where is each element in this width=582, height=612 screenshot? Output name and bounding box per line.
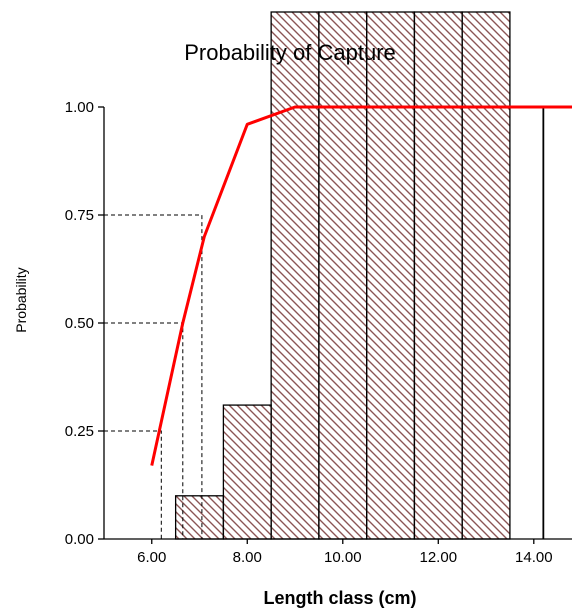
capture-probability-line-0 [150, 105, 572, 466]
y-axis-label: Probability [13, 267, 29, 332]
tick-labels-layer: 0.00 0.25 0.50 0.75 1.00 6.00 8.00 10.00 12.00 14… [65, 99, 553, 566]
y-tick-label-0: 0.00 [65, 531, 94, 548]
bar-0 [174, 495, 225, 540]
bar-3 [318, 11, 368, 540]
guide-line-1 [104, 322, 184, 539]
bar-6 [461, 11, 511, 540]
x-tick-label-4: 14.00 [515, 549, 553, 566]
x-axis-label: Length class (cm) [263, 588, 416, 608]
y-tick-label-1: 0.25 [65, 423, 94, 440]
y-tick-label-3: 0.75 [65, 207, 94, 224]
bars-layer [174, 11, 511, 540]
guide-line-2 [104, 214, 203, 539]
x-tick-label-1: 8.00 [233, 549, 262, 566]
bar-2 [270, 11, 320, 540]
series-layer [150, 105, 572, 466]
x-tick-label-3: 12.00 [420, 549, 458, 566]
bar-1 [222, 404, 272, 540]
bar-4 [366, 11, 416, 540]
bar-5 [413, 11, 463, 540]
y-tick-label-4: 1.00 [65, 99, 94, 116]
guide-line-0 [104, 430, 162, 539]
x-tick-label-2: 10.00 [324, 549, 362, 566]
axes-layer [98, 106, 572, 544]
guide-lines-layer [104, 214, 203, 539]
x-tick-label-0: 6.00 [137, 549, 166, 566]
chart-title: Probability of Capture [184, 40, 396, 65]
y-tick-label-2: 0.50 [65, 315, 94, 332]
